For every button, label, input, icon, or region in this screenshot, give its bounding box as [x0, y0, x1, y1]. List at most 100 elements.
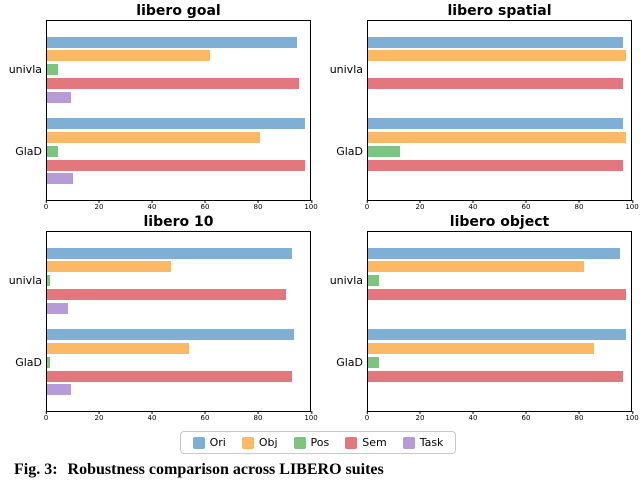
bar-group-glad [47, 118, 310, 185]
x-tick-label: 0 [43, 200, 49, 211]
bar-row [47, 173, 310, 185]
category-label-univla: univla [8, 62, 42, 76]
bar-row [47, 302, 310, 314]
bar-row [47, 275, 310, 287]
bar-row [368, 118, 631, 130]
bar-sem-univla [47, 77, 300, 89]
x-axis: 0 20 40 60 80 100 [43, 200, 318, 214]
x-tick-label: 40 [147, 411, 157, 422]
legend-row: Ori Obj Pos Sem Task [4, 431, 632, 454]
x-tick-label: 40 [468, 411, 478, 422]
category-label-univla: univla [329, 62, 363, 76]
bar-row [47, 370, 310, 382]
x-axis: 0 20 40 60 80 100 [43, 411, 318, 425]
y-axis-labels: univla GlaD [325, 20, 367, 214]
legend-swatch-pos [293, 436, 306, 449]
plot-area [367, 20, 632, 201]
x-tick-label: 40 [468, 200, 478, 211]
bar-row [47, 356, 310, 368]
bar-row [47, 77, 310, 89]
bar-group-glad [368, 118, 631, 184]
bar-pos-glad [368, 356, 379, 368]
x-tick-label: 100 [304, 200, 318, 211]
bar-row [368, 92, 631, 103]
x-tick-label: 100 [625, 200, 639, 211]
legend-swatch-task [402, 436, 415, 449]
bar-obj-glad [47, 343, 190, 355]
bar-sem-glad [47, 159, 305, 171]
bar-row [47, 384, 310, 396]
bar-obj-univla [368, 261, 584, 273]
x-tick-label: 60 [521, 200, 531, 211]
bar-ori-glad [47, 118, 305, 130]
bar-ori-glad [368, 118, 624, 130]
x-tick-label: 40 [147, 200, 157, 211]
bar-group-glad [47, 329, 310, 396]
bar-row [368, 173, 631, 184]
chart-panel-libero-object: libero object univla GlaD 0 20 40 60 80 100 [325, 214, 639, 425]
bar-row [47, 343, 310, 355]
x-tick-label: 80 [574, 200, 584, 211]
bar-task-glad [47, 173, 74, 185]
x-tick-label: 60 [521, 411, 531, 422]
chart-title: libero spatial [447, 3, 552, 19]
x-tick-label: 80 [253, 411, 263, 422]
bar-task-glad [47, 384, 71, 396]
x-tick-label: 20 [415, 411, 425, 422]
panel-body: univla GlaD 0 20 40 60 80 100 [4, 20, 318, 214]
bar-row [47, 145, 310, 157]
bar-row [368, 36, 631, 48]
bar-sem-glad [47, 370, 292, 382]
bar-ori-glad [47, 329, 295, 341]
bar-sem-glad [368, 159, 624, 171]
x-tick-label: 60 [200, 411, 210, 422]
x-tick-label: 20 [94, 411, 104, 422]
legend-label-sem: Sem [362, 436, 387, 449]
bar-ori-univla [47, 247, 292, 259]
legend-label-pos: Pos [310, 436, 330, 449]
bar-pos-univla [368, 275, 379, 287]
bar-sem-univla [368, 77, 624, 89]
x-tick-label: 80 [253, 200, 263, 211]
bar-task-univla [47, 302, 69, 314]
legend-item-ori: Ori [192, 436, 226, 449]
bar-pos-glad [47, 356, 50, 368]
bar-obj-univla [47, 261, 171, 273]
legend-item-sem: Sem [345, 436, 387, 449]
bar-row [47, 132, 310, 144]
bar-task-univla [47, 91, 71, 103]
x-tick-label: 80 [574, 411, 584, 422]
bar-ori-univla [368, 36, 624, 48]
x-tick-label: 20 [415, 200, 425, 211]
chart-title: libero goal [136, 3, 221, 19]
panel-body: univla GlaD 0 20 40 60 80 100 [325, 20, 639, 214]
x-tick-label: 0 [364, 411, 370, 422]
chart-panel-libero-spatial: libero spatial univla GlaD 0 20 40 60 80 100 [325, 3, 639, 214]
x-tick-label: 20 [94, 200, 104, 211]
plot-area [46, 231, 311, 412]
x-tick-label: 60 [200, 200, 210, 211]
bar-row [47, 64, 310, 76]
bar-obj-glad [368, 343, 595, 355]
bar-row [47, 247, 310, 259]
bar-row [368, 159, 631, 171]
bar-row [368, 356, 631, 368]
plot-wrap: 0 20 40 60 80 100 [43, 231, 318, 425]
chart-title: libero 10 [143, 214, 214, 230]
legend: Ori Obj Pos Sem Task [179, 431, 457, 454]
bar-row [368, 343, 631, 355]
legend-item-obj: Obj [241, 436, 278, 449]
x-tick-label: 0 [43, 411, 49, 422]
chart-panel-libero-10: libero 10 univla GlaD 0 20 40 60 80 100 [4, 214, 318, 425]
legend-swatch-obj [241, 436, 254, 449]
x-tick-label: 100 [304, 411, 318, 422]
y-axis-labels: univla GlaD [4, 231, 46, 425]
legend-label-ori: Ori [209, 436, 226, 449]
chart-grid: libero goal univla GlaD 0 20 40 60 80 100 libe… [4, 3, 639, 425]
bar-row [368, 261, 631, 273]
bar-row [47, 329, 310, 341]
bar-row [368, 384, 631, 395]
bar-row [47, 261, 310, 273]
bar-ori-univla [47, 36, 297, 48]
